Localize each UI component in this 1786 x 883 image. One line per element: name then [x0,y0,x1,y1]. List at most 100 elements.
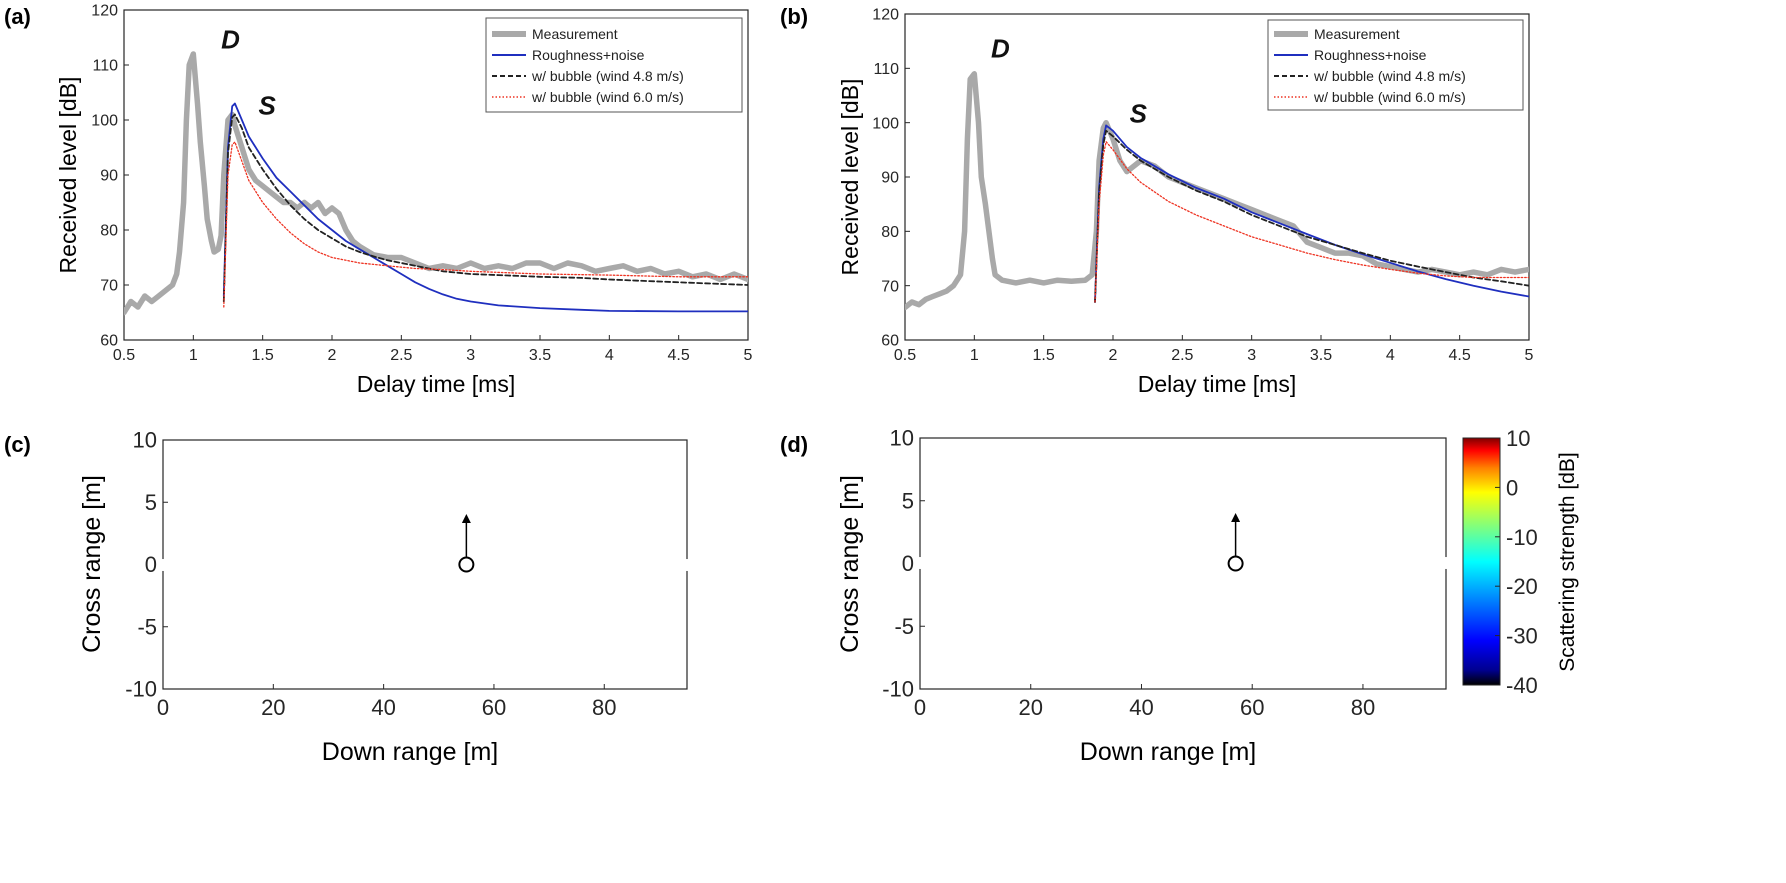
specular-label-d: Specular point [1176,493,1279,510]
y-tick-label: 80 [881,224,899,241]
series-line-b-0 [905,71,1529,311]
series-line-b-1 [1094,124,1529,303]
y-tick-label: 120 [872,7,899,24]
series-line-b-3 [1094,141,1529,303]
x-tick-label: 3 [466,347,475,364]
y-tick-label: 70 [881,278,899,295]
specular-point-c [458,556,475,573]
panel-d: (d) 0 20 40 60 80 -10 -5 0 5 10 Source Receive Sp… [780,426,1579,766]
panel-b: (b) 0.5 1 1.5 2 2.5 3 3.5 4 4.5 5 60 70 80 90 100 110 12… [780,4,1534,397]
x-axis-label-d: Down range [m] [1080,738,1256,766]
plot-area-d [919,437,1447,690]
source-marker-c [157,559,169,571]
y-tick-label: -10 [882,677,914,702]
colorbar-tick-label: -40 [1506,673,1538,698]
y-tick-label: 60 [100,333,118,350]
specular-point-d [1227,555,1244,572]
y-axis-label-a: Received level [dB] [55,77,81,274]
receiver-label-c: Receiver [619,591,683,608]
specular-marker-d [1227,513,1244,572]
x-tick-label: 1 [189,347,198,364]
x-tick-label: 2.5 [390,347,412,364]
y-tick-label: 90 [100,168,118,185]
panel-label-d: (d) [780,432,808,457]
receiver-marker-d [1440,557,1452,569]
y-tick-label: 60 [881,333,899,350]
y-tick-label: 70 [100,278,118,295]
series-line-a-3 [223,141,748,308]
x-tick-label: 0 [914,695,926,720]
y-tick-label: 0 [902,551,914,576]
y-tick-label: 80 [100,223,118,240]
source-label-c: Source [168,584,219,601]
x-axis-label-c: Down range [m] [322,738,498,766]
axis-ticks-a: 0.5 1 1.5 2 2.5 3 3.5 4 4.5 5 60 70 80 90 100 110 120 [91,3,752,364]
series-group-a [124,51,748,316]
colorbar: 10 0 -10 -20 -30 -40 Scattering strength [dB] [1462,426,1579,698]
series-group-b [905,71,1529,311]
x-tick-label: 0.5 [113,347,135,364]
panel-c: (c) 0 20 40 60 80 -10 -5 0 5 10 Source Receiver S… [4,428,693,766]
y-tick-label: 110 [873,61,899,78]
y-axis-label-c: Cross range [m] [78,475,106,653]
x-tick-label: 60 [1240,695,1264,720]
x-tick-label: 40 [371,695,395,720]
x-tick-label: 2.5 [1171,347,1193,364]
legend-label-roughness-b: Roughness+noise [1314,47,1427,63]
x-tick-label: 1.5 [252,347,274,364]
axis-ticks-c: 0 20 40 60 80 -10 -5 0 5 10 [125,428,616,720]
y-tick-label: -5 [894,614,914,639]
series-line-a-2 [222,113,748,303]
colorbar-tick-label: 10 [1506,426,1530,451]
y-tick-label: -5 [137,614,157,639]
x-tick-label: 2 [328,347,337,364]
legend-box-b [1267,19,1524,111]
legend-a: Measurement Roughness+noise w/ bubble (w… [485,17,743,113]
x-tick-label: 20 [1018,695,1042,720]
y-tick-label: 110 [92,58,118,75]
x-tick-label: 4 [1386,347,1395,364]
x-tick-label: 1 [970,347,979,364]
receiver-marker-c [681,559,693,571]
source-label-d: Source [936,584,987,601]
y-tick-label: 10 [133,428,157,453]
annotation-D-b: D [991,33,1010,63]
specular-marker-c [458,514,475,573]
panel-label-c: (c) [4,432,31,457]
legend-b: Measurement Roughness+noise w/ bubble (w… [1267,19,1524,111]
colorbar-tick-label: 0 [1506,475,1518,500]
axis-ticks-d: 0 20 40 60 80 -10 -5 0 5 10 [882,426,1375,720]
y-tick-label: 10 [890,426,914,451]
legend-label-roughness-a: Roughness+noise [532,47,645,63]
series-line-a-0 [124,51,748,316]
y-tick-label: -10 [125,677,157,702]
y-tick-label: 5 [902,488,914,513]
legend-box-a [485,17,743,113]
y-tick-label: 0 [145,552,157,577]
axis-ticks-b: 0.5 1 1.5 2 2.5 3 3.5 4 4.5 5 60 70 80 90 100 110 120 [872,7,1533,364]
y-tick-label: 90 [881,170,899,187]
x-tick-label: 3.5 [529,347,551,364]
x-tick-label: 60 [482,695,506,720]
legend-label-bubble60-b: w/ bubble (wind 6.0 m/s) [1313,89,1466,105]
x-axis-label-a: Delay time [ms] [357,371,515,397]
series-line-b-2 [1094,129,1529,303]
panel-label-b: (b) [780,4,808,29]
panel-a: (a) 0.5 1 1.5 2 2.5 3 3.5 4 4.5 5 60 70 80 90 100 110 12… [4,3,753,397]
x-tick-label: 0 [157,695,169,720]
y-tick-label: 100 [91,113,118,130]
plot-area-c [162,439,688,690]
source-marker-d [914,557,926,569]
x-tick-label: 0.5 [894,347,916,364]
annotation-D-a: D [221,25,240,55]
x-axis-label-b: Delay time [ms] [1138,371,1296,397]
x-tick-label: 5 [744,347,753,364]
colorbar-title: Scattering strength [dB] [1556,452,1579,671]
x-tick-label: 2 [1109,347,1118,364]
x-tick-label: 80 [592,695,616,720]
colorbar-tick-label: -10 [1506,525,1538,550]
legend-label-bubble48-a: w/ bubble (wind 4.8 m/s) [531,68,684,84]
y-tick-label: 120 [91,3,118,20]
x-tick-label: 4.5 [1449,347,1471,364]
